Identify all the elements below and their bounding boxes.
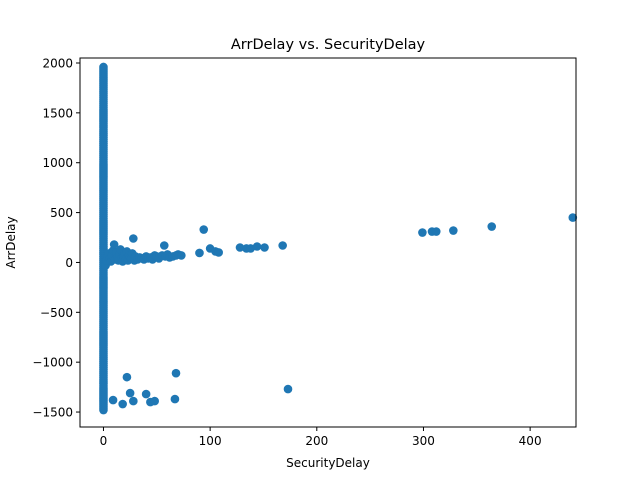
chart-title: ArrDelay vs. SecurityDelay — [231, 37, 426, 53]
x-tick-label: 200 — [305, 434, 328, 448]
x-tick-label: 300 — [412, 434, 435, 448]
y-tick-label: −1500 — [32, 406, 73, 420]
x-axis-ticks: 0 100 200 300 400 — [100, 427, 542, 448]
data-point — [177, 251, 186, 260]
data-point — [449, 226, 458, 235]
data-point — [199, 225, 209, 234]
y-axis-label: ArrDelay — [4, 216, 18, 268]
data-point — [125, 388, 135, 398]
x-tick-label: 0 — [100, 434, 108, 448]
data-point — [418, 228, 427, 237]
data-point — [122, 372, 132, 382]
data-point — [108, 395, 118, 405]
data-point — [487, 222, 497, 231]
x-tick-label: 100 — [199, 434, 222, 448]
data-point — [118, 399, 127, 409]
data-point — [129, 234, 138, 243]
y-tick-label: 500 — [50, 206, 73, 220]
data-point — [195, 248, 204, 258]
data-point — [235, 243, 245, 252]
data-point — [159, 241, 169, 250]
y-tick-label: −500 — [40, 306, 73, 320]
data-point — [109, 240, 119, 249]
y-tick-label: 2000 — [42, 56, 73, 70]
data-point — [141, 389, 151, 399]
data-point — [150, 396, 159, 406]
data-point — [278, 241, 287, 250]
y-tick-label: 1500 — [42, 106, 73, 120]
points-layer — [99, 62, 578, 415]
data-point — [431, 227, 441, 236]
data-point — [252, 242, 262, 251]
data-point — [260, 243, 269, 252]
data-point — [171, 368, 181, 378]
x-axis-label: SecurityDelay — [286, 456, 370, 470]
data-point — [283, 384, 293, 394]
data-point — [568, 213, 578, 222]
y-tick-label: −1000 — [32, 356, 73, 370]
y-tick-label: 0 — [65, 256, 73, 270]
data-point — [129, 396, 138, 406]
y-tick-label: 1000 — [42, 156, 73, 170]
y-axis-ticks: −1500 −1000 −500 0 500 1000 1500 2000 — [32, 56, 80, 420]
data-point-band — [99, 62, 108, 72]
x-tick-label: 400 — [519, 434, 542, 448]
data-point — [170, 394, 180, 404]
data-point — [214, 248, 223, 257]
plot-frame — [79, 57, 577, 428]
